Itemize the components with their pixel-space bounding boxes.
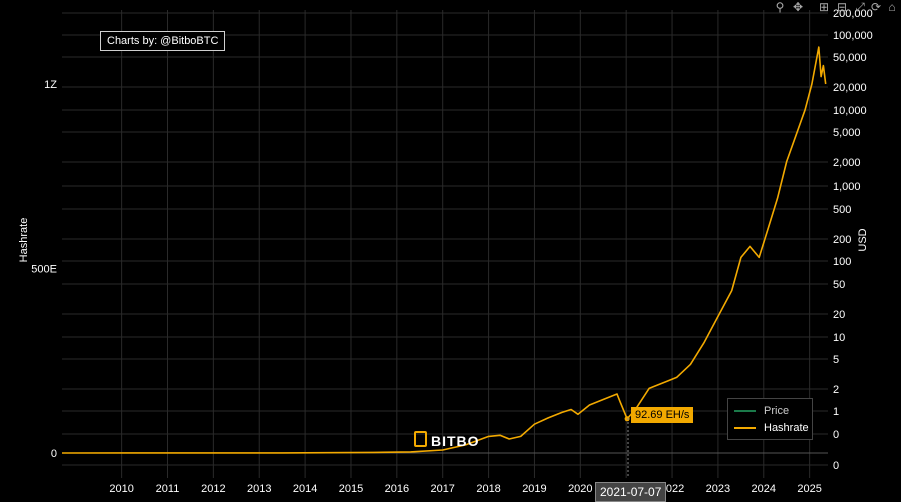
y2-tick-label: 200,000 (833, 8, 873, 20)
zoom-in-icon[interactable]: ⊞ (818, 0, 830, 14)
zoom-icon[interactable]: ⚲ (775, 0, 785, 14)
y2-axis-ticks: 200,000 100,000 50,000 20,000 10,000 5,000 2,0… (833, 8, 873, 472)
x-tick-label: 2017 (430, 483, 454, 495)
y2-tick-label: 0 (833, 460, 839, 472)
x-tick-label: 2011 (156, 483, 180, 495)
reset-icon[interactable]: ⟳ (870, 0, 882, 14)
legend-swatch-hashrate (734, 427, 756, 429)
y2-tick-label: 10,000 (833, 105, 867, 117)
chart-credit: Charts by: @BitboBTC (100, 31, 226, 51)
hover-value-label: 92.69 EH/s (631, 407, 694, 423)
legend: Price Hashrate (727, 398, 813, 440)
x-tick-label: 2018 (476, 483, 500, 495)
y2-tick-label: 2,000 (833, 157, 861, 169)
legend-label: Hashrate (764, 422, 809, 434)
pan-icon[interactable]: ✥ (792, 0, 804, 14)
x-tick-label: 2025 (797, 483, 821, 495)
y2-axis-title: USD (857, 228, 869, 251)
x-tick-label: 2015 (339, 483, 363, 495)
x-tick-label: 2014 (293, 483, 317, 495)
y2-tick-label: 200 (833, 234, 851, 246)
x-axis-ticks: 2010 2011 2012 2013 2014 2015 2016 2017 2018 2019… (109, 483, 822, 495)
y2-tick-label: 100,000 (833, 30, 873, 42)
y2-tick-label: 500 (833, 204, 851, 216)
x-tick-label: 2019 (522, 483, 546, 495)
x-tick-label: 2023 (706, 483, 730, 495)
chart-toolbar: ⚲ ✥ ⊞ ⊟ ⤢ ⟳ ⌂ (773, 0, 901, 14)
legend-item-price[interactable]: Price (734, 404, 789, 418)
y-axis-ticks: 1Z 500E 0 (31, 79, 57, 460)
y-axis-title: Hashrate (18, 218, 30, 263)
y2-tick-label: 1 (833, 406, 839, 418)
x-tick-label: 2012 (201, 483, 225, 495)
y2-tick-label: 0 (833, 429, 839, 441)
y2-tick-label: 100 (833, 256, 851, 268)
legend-label: Price (764, 405, 790, 417)
hashrate-line (61, 46, 827, 454)
x-tick-label: 2020 (568, 483, 592, 495)
y2-tick-label: 20 (833, 309, 845, 321)
y-tick-label: 500E (31, 264, 57, 276)
zoom-out-icon[interactable]: ⊟ (836, 0, 848, 14)
x-tick-label: 2024 (752, 483, 776, 495)
y2-tick-label: 20,000 (833, 82, 867, 94)
bitbo-watermark: BITBO (414, 431, 480, 449)
series (61, 46, 827, 454)
y-tick-label: 1Z (44, 79, 57, 91)
y2-tick-label: 2 (833, 384, 839, 396)
watermark-text: BITBO (431, 433, 480, 449)
autoscale-icon[interactable]: ⤢ (855, 0, 865, 14)
home-icon[interactable]: ⌂ (888, 0, 896, 14)
y2-tick-label: 1,000 (833, 181, 861, 193)
y2-tick-label: 5 (833, 354, 839, 366)
legend-item-hashrate[interactable]: Hashrate (734, 421, 809, 435)
y2-tick-label: 50,000 (833, 52, 867, 64)
legend-swatch-price (734, 410, 756, 412)
hover-date-label: 2021-07-07 (595, 482, 667, 502)
y-tick-label: 0 (51, 448, 57, 460)
bitbo-logo-icon (414, 431, 427, 447)
y2-tick-label: 5,000 (833, 127, 861, 139)
x-tick-label: 2016 (385, 483, 409, 495)
y2-tick-label: 50 (833, 279, 845, 291)
x-tick-label: 2010 (109, 483, 133, 495)
hover-point (624, 416, 630, 422)
y2-tick-label: 10 (833, 332, 845, 344)
x-tick-label: 2013 (247, 483, 271, 495)
grid (62, 10, 828, 478)
